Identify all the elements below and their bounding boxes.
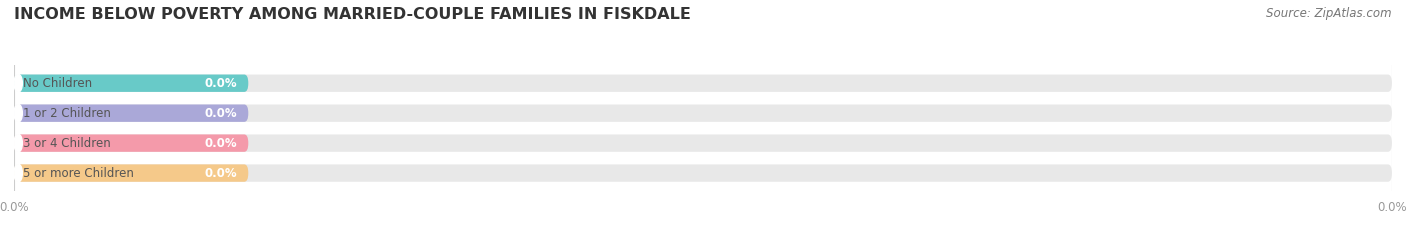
Text: 0.0%: 0.0%: [205, 137, 238, 150]
FancyBboxPatch shape: [14, 134, 1392, 152]
Text: 5 or more Children: 5 or more Children: [22, 167, 134, 180]
Circle shape: [14, 104, 22, 122]
Circle shape: [14, 164, 22, 182]
Text: 0.0%: 0.0%: [205, 167, 238, 180]
Circle shape: [14, 134, 22, 152]
FancyBboxPatch shape: [14, 75, 249, 92]
FancyBboxPatch shape: [14, 164, 1392, 182]
Text: Source: ZipAtlas.com: Source: ZipAtlas.com: [1267, 7, 1392, 20]
Text: 0.0%: 0.0%: [205, 77, 238, 90]
Text: 0.0%: 0.0%: [205, 107, 238, 120]
Text: INCOME BELOW POVERTY AMONG MARRIED-COUPLE FAMILIES IN FISKDALE: INCOME BELOW POVERTY AMONG MARRIED-COUPL…: [14, 7, 690, 22]
FancyBboxPatch shape: [14, 134, 249, 152]
Text: 3 or 4 Children: 3 or 4 Children: [22, 137, 111, 150]
FancyBboxPatch shape: [14, 75, 1392, 92]
Text: No Children: No Children: [22, 77, 91, 90]
FancyBboxPatch shape: [14, 104, 1392, 122]
FancyBboxPatch shape: [14, 164, 249, 182]
Circle shape: [14, 74, 22, 92]
Text: 1 or 2 Children: 1 or 2 Children: [22, 107, 111, 120]
FancyBboxPatch shape: [14, 104, 249, 122]
